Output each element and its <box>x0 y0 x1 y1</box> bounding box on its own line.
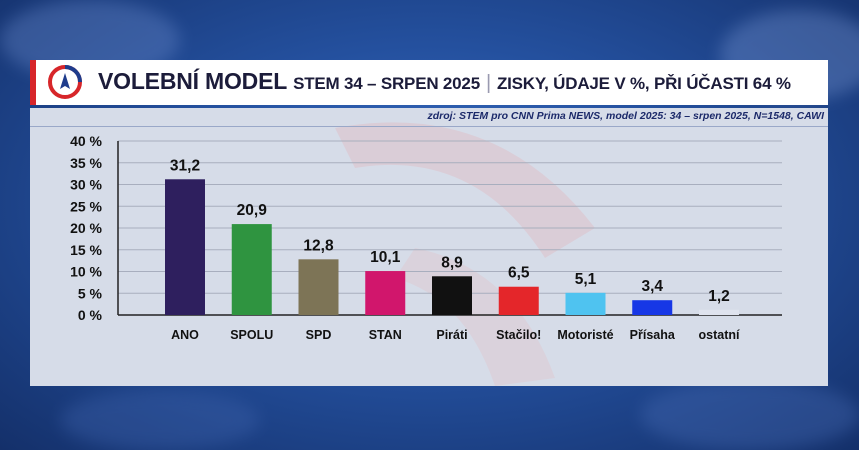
data-label: 8,9 <box>441 254 463 271</box>
x-tick-label: ANO <box>171 328 199 342</box>
chart-header: VOLEBNÍ MODEL STEM 34 – SRPEN 2025 | ZISKY,… <box>30 60 828 105</box>
page-title: VOLEBNÍ MODEL STEM 34 – SRPEN 2025 | ZISKY,… <box>98 68 791 95</box>
bar-4 <box>432 276 472 315</box>
y-tick-label: 20 % <box>70 220 102 236</box>
x-tick-label: Stačilo! <box>496 328 541 342</box>
chart-panel: zdroj: STEM pro CNN Prima NEWS, model 20… <box>30 108 828 386</box>
y-tick-label: 35 % <box>70 155 102 171</box>
cnn-prima-logo-icon <box>48 65 82 99</box>
title-subtitle: STEM 34 – SRPEN 2025 <box>293 74 480 93</box>
accent-stripe <box>30 60 36 105</box>
x-tick-label: STAN <box>369 328 402 342</box>
bar-0 <box>165 179 205 315</box>
bar-7 <box>632 300 673 315</box>
data-label: 12,8 <box>303 237 334 254</box>
y-tick-label: 30 % <box>70 177 102 193</box>
data-label: 20,9 <box>237 202 268 219</box>
data-label: 5,1 <box>575 271 597 288</box>
bar-8 <box>699 309 739 315</box>
x-tick-label: Motoristé <box>557 328 613 342</box>
y-tick-label: 0 % <box>78 307 103 323</box>
divider <box>30 126 828 127</box>
bar-3 <box>365 271 406 315</box>
data-label: 31,2 <box>170 157 200 174</box>
x-tick-label: SPD <box>306 328 332 342</box>
y-tick-label: 40 % <box>70 133 102 149</box>
background-glow <box>60 390 260 450</box>
y-tick-label: 25 % <box>70 198 102 214</box>
bar-5 <box>498 286 539 315</box>
bar-chart: 0 % 5 % 10 % 15 % 20 % 25 % 30 % 35 % 40 % 31,2 AN… <box>70 133 782 342</box>
bar-6 <box>565 292 606 315</box>
title-main: VOLEBNÍ MODEL <box>98 68 288 94</box>
y-tick-label: 15 % <box>70 242 102 258</box>
y-tick-label: 10 % <box>70 264 102 280</box>
x-tick-label: Přísaha <box>630 328 676 342</box>
data-label: 1,2 <box>708 288 730 305</box>
x-tick-label: SPOLU <box>230 328 273 342</box>
bar-2 <box>298 259 339 315</box>
data-label: 3,4 <box>641 278 663 295</box>
x-tick-label: Piráti <box>436 328 467 342</box>
x-tick-label: ostatní <box>699 328 741 342</box>
bar-1 <box>231 224 272 315</box>
data-label: 10,1 <box>370 249 401 266</box>
title-separator: | <box>485 72 491 94</box>
y-tick-label: 5 % <box>78 285 103 301</box>
title-subtitle-2: ZISKY, ÚDAJE V %, PŘI ÚČASTI 64 % <box>496 74 791 93</box>
background-glow <box>640 380 859 450</box>
source-note: zdroj: STEM pro CNN Prima NEWS, model 20… <box>427 110 825 122</box>
data-label: 6,5 <box>508 265 530 282</box>
